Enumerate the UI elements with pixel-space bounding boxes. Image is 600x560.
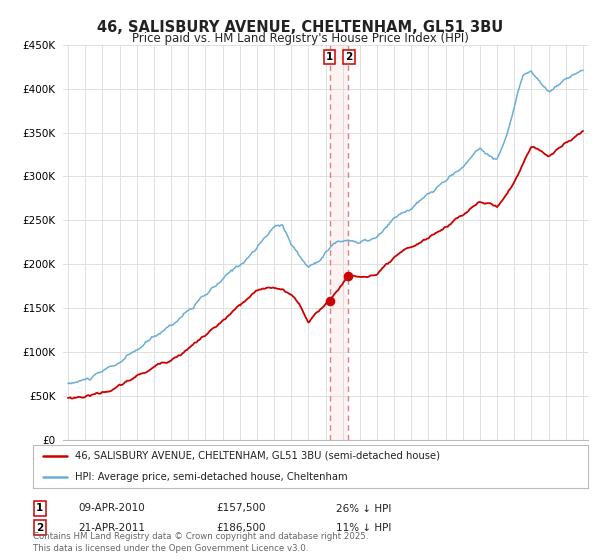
Text: £157,500: £157,500 <box>216 503 265 514</box>
Text: 09-APR-2010: 09-APR-2010 <box>78 503 145 514</box>
Bar <box>330 45 348 440</box>
Text: 21-APR-2011: 21-APR-2011 <box>78 522 145 533</box>
Point <box>343 272 353 281</box>
Text: 46, SALISBURY AVENUE, CHELTENHAM, GL51 3BU (semi-detached house): 46, SALISBURY AVENUE, CHELTENHAM, GL51 3… <box>74 451 440 461</box>
Text: 11% ↓ HPI: 11% ↓ HPI <box>336 522 391 533</box>
Text: 1: 1 <box>326 52 333 62</box>
Text: £186,500: £186,500 <box>216 522 265 533</box>
Text: Price paid vs. HM Land Registry's House Price Index (HPI): Price paid vs. HM Land Registry's House … <box>131 32 469 45</box>
Text: 2: 2 <box>345 52 352 62</box>
Point <box>325 297 335 306</box>
Text: 2: 2 <box>36 522 43 533</box>
Text: 1: 1 <box>36 503 43 514</box>
Text: Contains HM Land Registry data © Crown copyright and database right 2025.
This d: Contains HM Land Registry data © Crown c… <box>33 533 368 553</box>
Text: 26% ↓ HPI: 26% ↓ HPI <box>336 503 391 514</box>
Text: HPI: Average price, semi-detached house, Cheltenham: HPI: Average price, semi-detached house,… <box>74 472 347 482</box>
Text: 46, SALISBURY AVENUE, CHELTENHAM, GL51 3BU: 46, SALISBURY AVENUE, CHELTENHAM, GL51 3… <box>97 20 503 35</box>
